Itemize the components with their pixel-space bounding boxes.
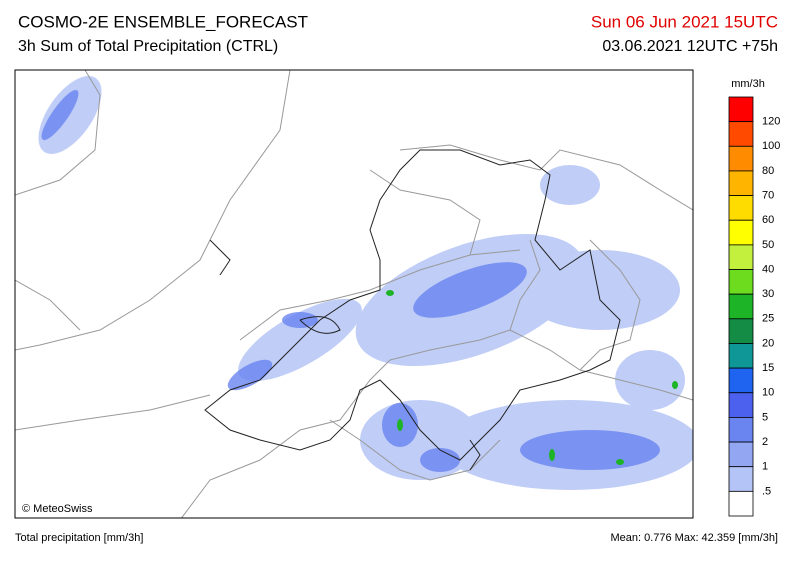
legend-label: 120 xyxy=(762,116,780,128)
legend-unit: mm/3h xyxy=(731,78,765,90)
legend-swatch xyxy=(728,170,754,196)
footer-right: Mean: 0.776 Max: 42.359 [mm/3h] xyxy=(610,532,778,544)
legend-label: 1 xyxy=(762,461,768,473)
legend-label: 2 xyxy=(762,436,768,448)
legend-label: 80 xyxy=(762,165,774,177)
precip-heavy xyxy=(386,290,678,465)
legend-label: 25 xyxy=(762,313,774,325)
legend-label: .5 xyxy=(762,485,771,497)
legend-swatch xyxy=(728,367,754,394)
precip-medium xyxy=(41,90,660,472)
legend-label: 60 xyxy=(762,214,774,226)
legend-swatch xyxy=(728,195,754,221)
legend-label: 10 xyxy=(762,387,774,399)
legend-label: 40 xyxy=(762,263,774,275)
precip-light xyxy=(38,76,693,490)
country-border xyxy=(204,149,621,471)
map-frame xyxy=(14,69,694,519)
legend-swatch xyxy=(728,96,754,123)
legend-swatch xyxy=(728,219,754,246)
legend-swatch xyxy=(728,392,754,418)
legend-swatch xyxy=(728,318,754,344)
legend-swatch xyxy=(728,121,754,147)
borders xyxy=(15,70,693,518)
legend-swatch xyxy=(728,490,754,517)
map: © MeteoSwiss xyxy=(14,69,694,519)
legend-swatch xyxy=(728,466,754,492)
legend-label: 5 xyxy=(762,411,768,423)
legend-swatch xyxy=(728,417,754,443)
title: COSMO-2E ENSEMBLE_FORECAST xyxy=(18,12,308,31)
legend-label: 20 xyxy=(762,337,774,349)
run-time: 03.06.2021 12UTC +75h xyxy=(602,38,778,55)
legend-label: 15 xyxy=(762,362,774,374)
legend: mm/3h 120 100 80 70 60 50 40 30 25 20 15 10 5 2 1 .5 xyxy=(728,78,780,517)
legend-swatch xyxy=(728,441,754,468)
legend-label: 30 xyxy=(762,288,774,300)
legend-swatch xyxy=(728,145,754,172)
legend-swatch xyxy=(728,343,754,369)
valid-time: Sun 06 Jun 2021 15UTC xyxy=(591,12,778,31)
footer-left: Total precipitation [mm/3h] xyxy=(15,532,143,544)
legend-swatch xyxy=(728,244,754,270)
legend-label: 70 xyxy=(762,189,774,201)
legend-swatch xyxy=(728,293,754,320)
legend-label: 50 xyxy=(762,239,774,251)
subtitle: 3h Sum of Total Precipitation (CTRL) xyxy=(18,38,278,55)
legend-label: 100 xyxy=(762,140,780,152)
legend-swatch xyxy=(728,269,754,295)
map-credit: © MeteoSwiss xyxy=(22,503,93,515)
